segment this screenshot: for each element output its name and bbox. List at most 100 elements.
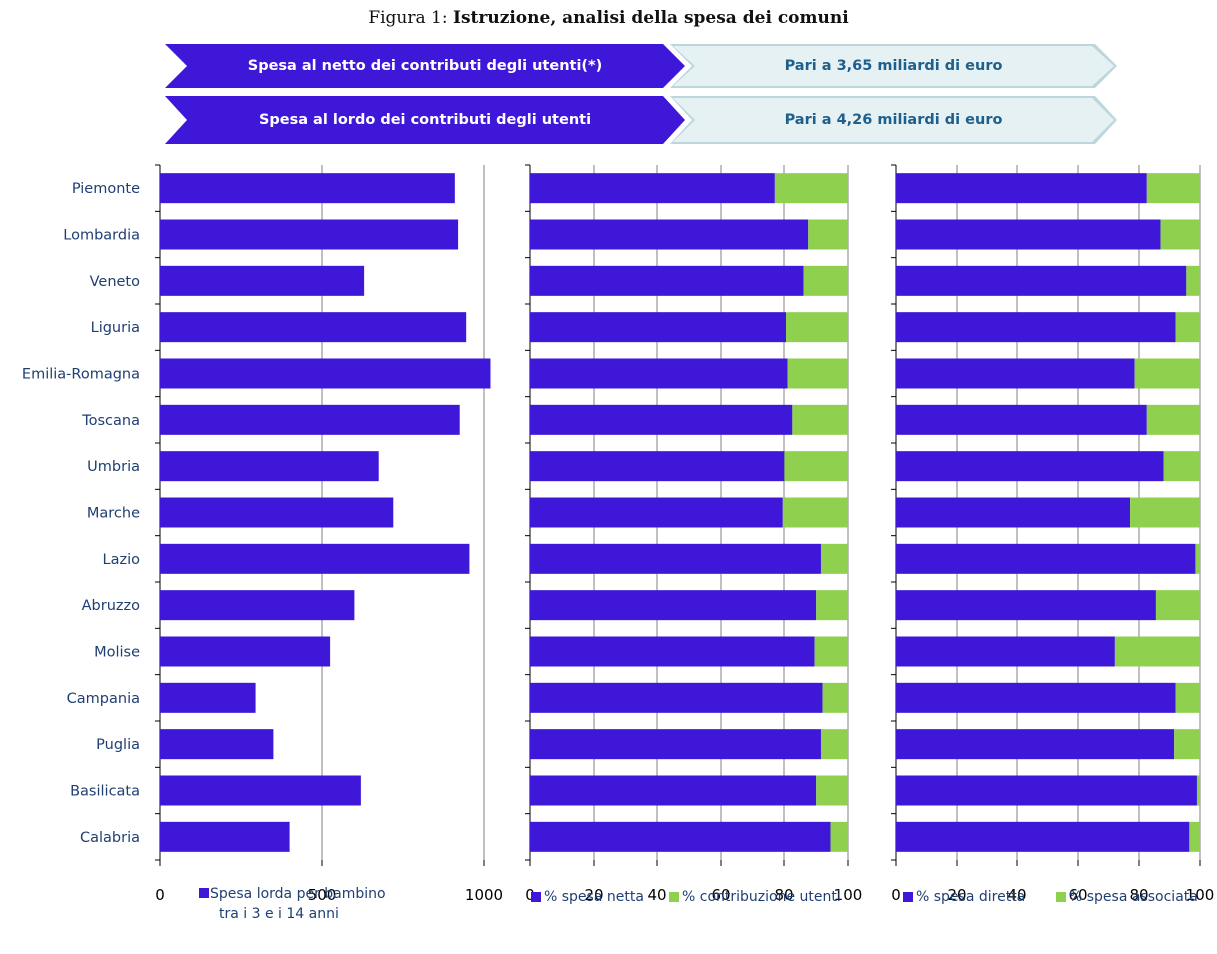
- bar-basilicata-s2: [1196, 775, 1200, 806]
- legend-label: tra i 3 e i 14 anni: [219, 906, 339, 922]
- category-label: Lombardia: [63, 228, 140, 244]
- bar-liguria-s2: [1175, 312, 1200, 343]
- bar-puglia-value: [160, 729, 274, 760]
- bar-liguria-s1: [896, 312, 1176, 343]
- bar-abruzzo-value: [160, 590, 355, 621]
- chart-title: Figura 1: Istruzione, analisi della spes…: [0, 8, 1217, 28]
- bar-veneto-value: [160, 265, 365, 296]
- bar-abruzzo-s1: [530, 590, 817, 621]
- legend-label: Spesa lorda per bambino: [210, 886, 386, 902]
- bar-piemonte-s2: [774, 173, 848, 204]
- bar-emilia-romagna-s1: [530, 358, 788, 389]
- bar-lombardia-s2: [1160, 219, 1200, 250]
- bar-puglia-s1: [530, 729, 821, 760]
- legend-swatch-spesa-lorda: [199, 888, 209, 898]
- bar-molise-s1: [530, 636, 815, 667]
- bar-piemonte-s2: [1146, 173, 1200, 204]
- bar-lazio-s2: [820, 543, 848, 574]
- x-tick-label: 100: [1186, 886, 1215, 904]
- bar-marche-s1: [530, 497, 783, 528]
- bar-lombardia-s1: [896, 219, 1161, 250]
- category-label: Lazio: [103, 552, 141, 568]
- bar-abruzzo-s1: [896, 590, 1156, 621]
- banner-net-text: Spesa al netto dei contributi degli uten…: [247, 58, 603, 74]
- bar-veneto-s1: [896, 265, 1187, 296]
- bar-calabria-s2: [1189, 821, 1200, 852]
- bar-puglia-s2: [1174, 729, 1200, 760]
- bar-umbria-s1: [896, 451, 1164, 482]
- bar-abruzzo-s2: [1155, 590, 1200, 621]
- legend-label: % spesa netta: [544, 889, 644, 905]
- bar-emilia-romagna-s1: [896, 358, 1135, 389]
- bar-umbria-s2: [784, 451, 848, 482]
- banner-gross-value: Pari a 4,26 miliardi di euro: [673, 98, 1114, 142]
- x-tick-label: 80: [1129, 886, 1148, 904]
- bar-basilicata-s1: [896, 775, 1197, 806]
- x-tick-label: 500: [308, 886, 337, 904]
- bar-umbria-value: [160, 451, 379, 482]
- bar-toscana-s2: [1146, 404, 1200, 435]
- banner-gross-text: Spesa al lordo dei contributi degli uten…: [258, 112, 592, 128]
- bar-basilicata-s1: [530, 775, 817, 806]
- x-tick-label: 0: [891, 886, 901, 904]
- bar-piemonte-s1: [896, 173, 1147, 204]
- bar-lombardia-s1: [530, 219, 809, 250]
- bar-lombardia-s2: [808, 219, 848, 250]
- title-prefix: Figura 1:: [368, 8, 448, 28]
- x-tick-label: 0: [155, 886, 165, 904]
- legend-label: % spesa associata: [1069, 889, 1198, 905]
- bar-piemonte-value: [160, 173, 455, 204]
- x-tick-label: 1000: [465, 886, 503, 904]
- bar-lazio-s1: [896, 543, 1196, 574]
- banner-gross-label: Spesa al lordo dei contributi degli uten…: [165, 96, 685, 144]
- title-main: Istruzione, analisi della spesa dei comu…: [453, 8, 849, 28]
- legend-swatch-contribuzione: [669, 892, 679, 902]
- category-label: Marche: [87, 506, 140, 522]
- category-label: Calabria: [80, 830, 140, 846]
- banner-gross-value-text: Pari a 4,26 miliardi di euro: [784, 112, 1003, 128]
- category-label: Molise: [94, 645, 140, 661]
- bar-campania-s2: [1175, 682, 1200, 713]
- x-tick-label: 60: [711, 886, 730, 904]
- banner-net-label: Spesa al netto dei contributi degli uten…: [165, 44, 685, 88]
- legend-label: % contribuzione utenti: [682, 889, 841, 905]
- bar-toscana-value: [160, 404, 460, 435]
- x-tick-label: 100: [834, 886, 863, 904]
- legend-swatch-spesa-netta: [531, 892, 541, 902]
- x-tick-label: 20: [947, 886, 966, 904]
- bar-campania-s1: [896, 682, 1176, 713]
- category-label: Umbria: [87, 459, 140, 475]
- bar-emilia-romagna-s2: [787, 358, 848, 389]
- category-label: Liguria: [91, 320, 140, 336]
- x-tick-label: 40: [647, 886, 666, 904]
- legend-label: % spesa diretta: [916, 889, 1025, 905]
- x-tick-label: 80: [774, 886, 793, 904]
- category-label: Abruzzo: [82, 598, 140, 614]
- category-label: Veneto: [90, 274, 141, 290]
- bar-emilia-romagna-s2: [1134, 358, 1200, 389]
- bar-liguria-s2: [785, 312, 848, 343]
- category-label: Campania: [67, 691, 140, 707]
- x-tick-label: 20: [584, 886, 603, 904]
- legend-swatch-spesa-associata: [1056, 892, 1066, 902]
- bar-calabria-value: [160, 821, 290, 852]
- bar-toscana-s2: [792, 404, 848, 435]
- x-tick-label: 60: [1068, 886, 1087, 904]
- bar-campania-value: [160, 682, 256, 713]
- bar-basilicata-value: [160, 775, 361, 806]
- bar-lazio-s2: [1195, 543, 1200, 574]
- category-label: Piemonte: [72, 181, 140, 197]
- x-tick-label: 0: [525, 886, 535, 904]
- bar-veneto-s1: [530, 265, 804, 296]
- bar-marche-s1: [896, 497, 1131, 528]
- bar-calabria-s1: [896, 821, 1190, 852]
- bar-molise-value: [160, 636, 331, 667]
- bar-marche-s2: [782, 497, 848, 528]
- legend-swatch-spesa-diretta: [903, 892, 913, 902]
- category-label: Emilia-Romagna: [22, 367, 140, 383]
- bar-marche-s2: [1130, 497, 1200, 528]
- bar-liguria-s1: [530, 312, 786, 343]
- bar-puglia-s1: [896, 729, 1175, 760]
- bar-molise-s2: [1114, 636, 1200, 667]
